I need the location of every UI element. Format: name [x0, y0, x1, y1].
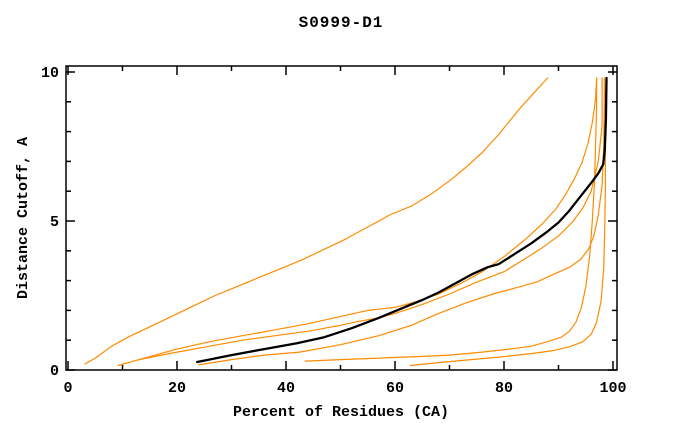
x-tick-label: 60: [386, 380, 404, 397]
y-tick-label: 0: [50, 363, 59, 380]
plot-series: [84, 76, 608, 367]
curve-model-2: [117, 77, 598, 367]
curve-model-3: [138, 77, 603, 361]
curve-model-5: [304, 77, 598, 362]
x-tick-label: 20: [168, 380, 186, 397]
curve-model-1: [84, 77, 549, 365]
x-tick-label: 100: [599, 380, 626, 397]
x-axis-label: Percent of Residues (CA): [233, 404, 449, 421]
plot-tick-labels: 0 20 40 60 80 100 0 5 10: [41, 65, 627, 397]
curve-highlighted-model: [196, 76, 608, 364]
curve-model-6: [409, 89, 607, 367]
x-tick-label: 80: [495, 380, 513, 397]
curve-model-4: [198, 77, 605, 366]
x-tick-label: 40: [277, 380, 295, 397]
plot-ticks: [66, 66, 617, 371]
plot-border: [65, 65, 618, 371]
y-tick-label: 10: [41, 65, 59, 82]
y-tick-label: 5: [50, 214, 59, 231]
y-axis-label: Distance Cutoff, A: [15, 137, 32, 299]
chart-title: S0999-D1: [299, 14, 384, 32]
x-tick-label: 0: [63, 380, 72, 397]
plot-frame: [65, 65, 618, 371]
